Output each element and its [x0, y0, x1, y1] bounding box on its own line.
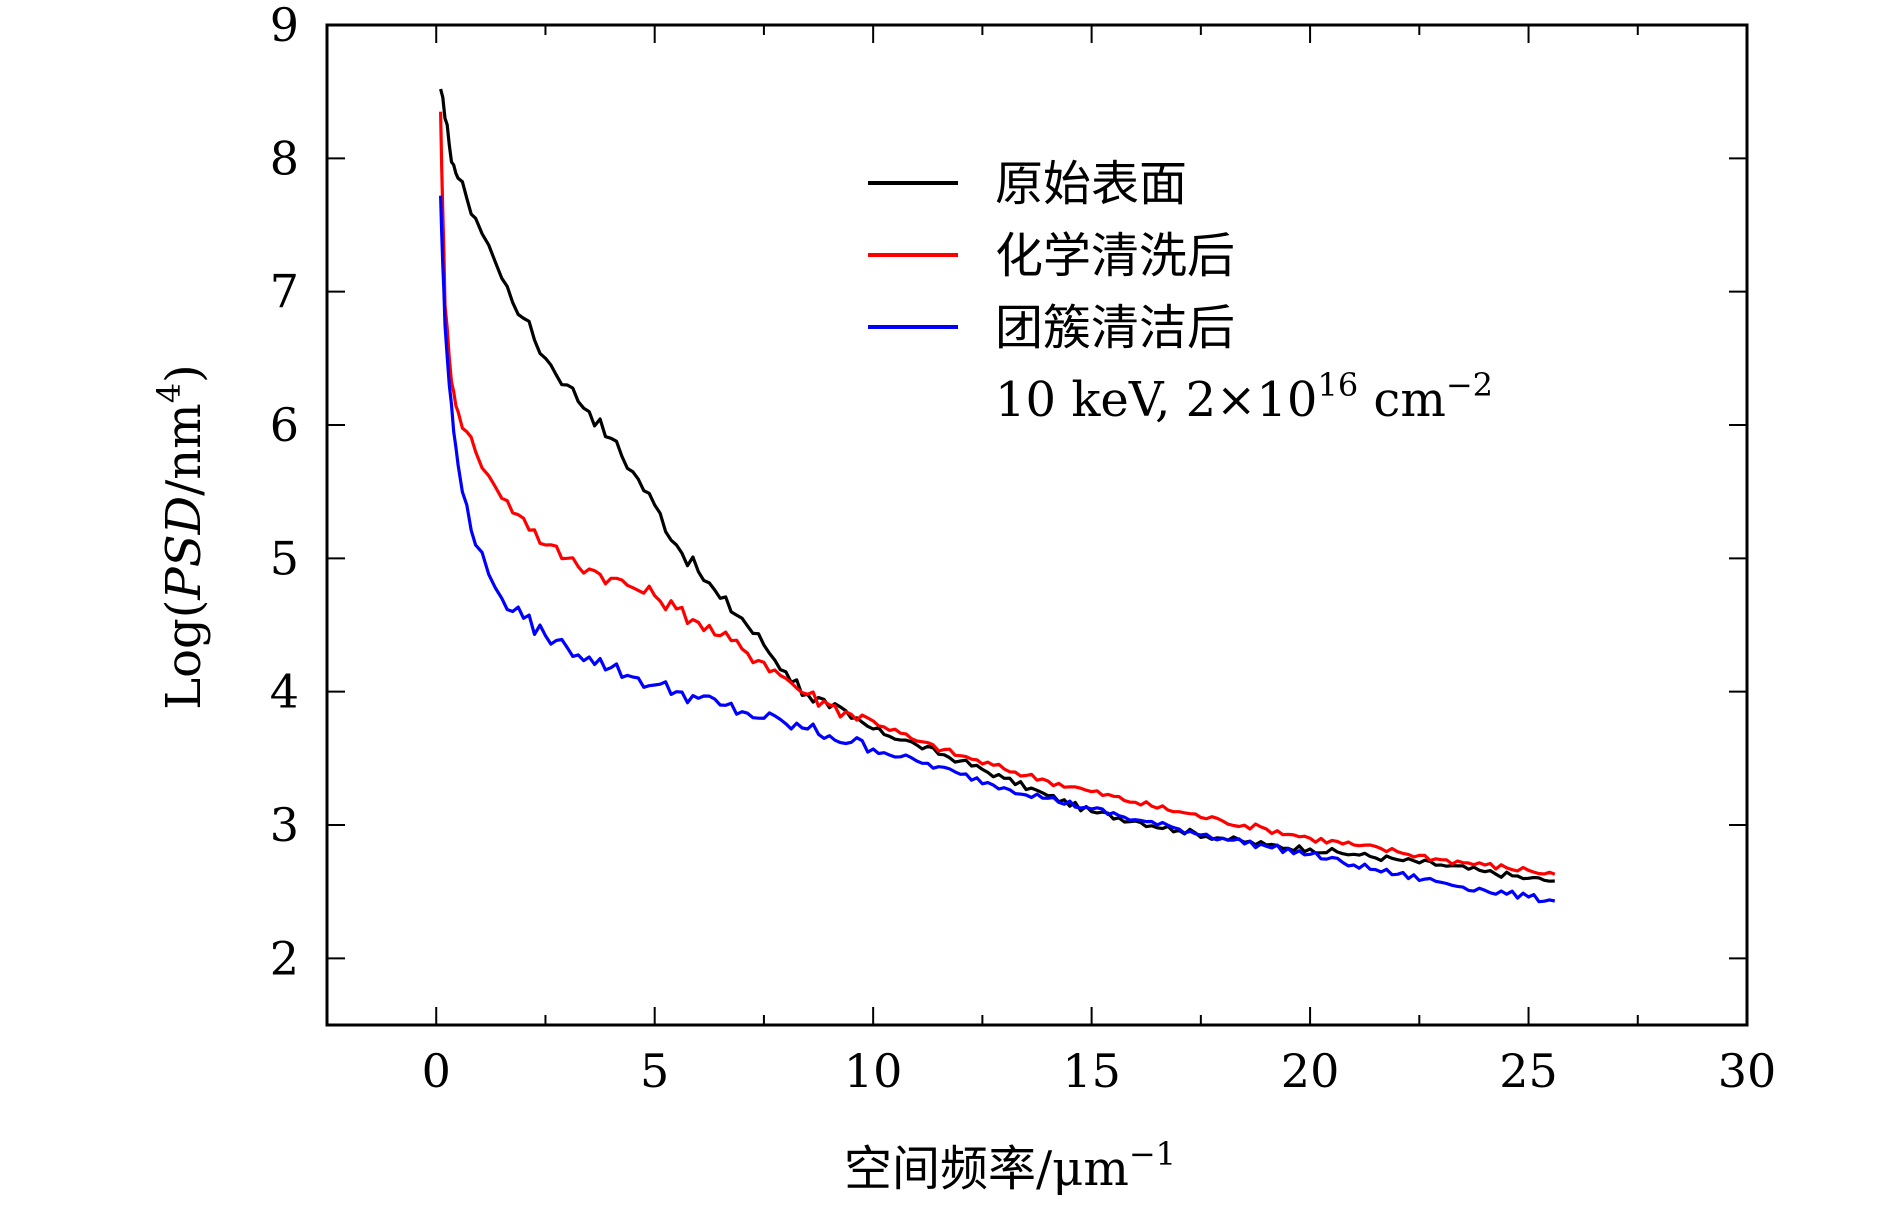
- x-tick-label: 15: [1062, 1044, 1121, 1098]
- x-tick-label: 0: [422, 1044, 451, 1098]
- y-axis-title-prefix: Log(: [156, 600, 212, 710]
- y-tick-label: 3: [270, 798, 299, 852]
- legend-note-prefix: 10 keV, 2×10: [995, 372, 1317, 428]
- x-axis-title-text: 空间频率/μm: [844, 1141, 1129, 1197]
- legend: 原始表面 化学清洗后 团簇清洁后 10 keV, 2×1016 cm−2: [868, 156, 1493, 428]
- x-tick-label: 5: [640, 1044, 669, 1098]
- legend-label-cluster: 团簇清洁后: [995, 300, 1235, 356]
- plot-frame: [325, 23, 1749, 1027]
- x-tick-label: 20: [1281, 1044, 1340, 1098]
- legend-label-chemical: 化学清洗后: [995, 228, 1235, 284]
- x-tick-label: 30: [1718, 1044, 1777, 1098]
- legend-label-original: 原始表面: [995, 156, 1187, 212]
- ticks-layer: 0 5 10 15 20 25 30 2 3 4 5 6 7 8 9: [270, 0, 1777, 1098]
- y-axis-title-sup: 4: [150, 383, 188, 403]
- y-tick-label: 2: [270, 931, 299, 985]
- legend-note-sup2: −2: [1446, 366, 1493, 404]
- x-axis-title-sup: −1: [1129, 1135, 1176, 1173]
- series-line-3: [439, 195, 1556, 904]
- series-layer: [439, 88, 1556, 904]
- y-tick-label: 9: [270, 0, 299, 52]
- y-tick-label: 6: [270, 398, 299, 452]
- legend-note: 10 keV, 2×1016 cm−2: [995, 366, 1493, 428]
- y-tick-label: 5: [270, 531, 299, 585]
- series-line-1: [439, 88, 1555, 883]
- y-tick-label: 4: [270, 665, 299, 719]
- y-axis-title-unit: /nm: [156, 403, 212, 496]
- y-tick-label: 8: [270, 131, 299, 185]
- y-tick-label: 7: [270, 265, 299, 319]
- x-tick-label: 10: [844, 1044, 903, 1098]
- y-axis-title-suffix: ): [156, 364, 212, 383]
- y-axis-title: Log(PSD/nm4): [150, 364, 212, 710]
- series-line-2: [439, 111, 1556, 876]
- legend-note-sup1: 16: [1317, 366, 1358, 404]
- x-axis-title: 空间频率/μm−1: [844, 1135, 1176, 1197]
- x-tick-label: 25: [1499, 1044, 1558, 1098]
- y-axis-title-italic: PSD: [156, 496, 212, 601]
- legend-note-middle: cm: [1358, 372, 1446, 428]
